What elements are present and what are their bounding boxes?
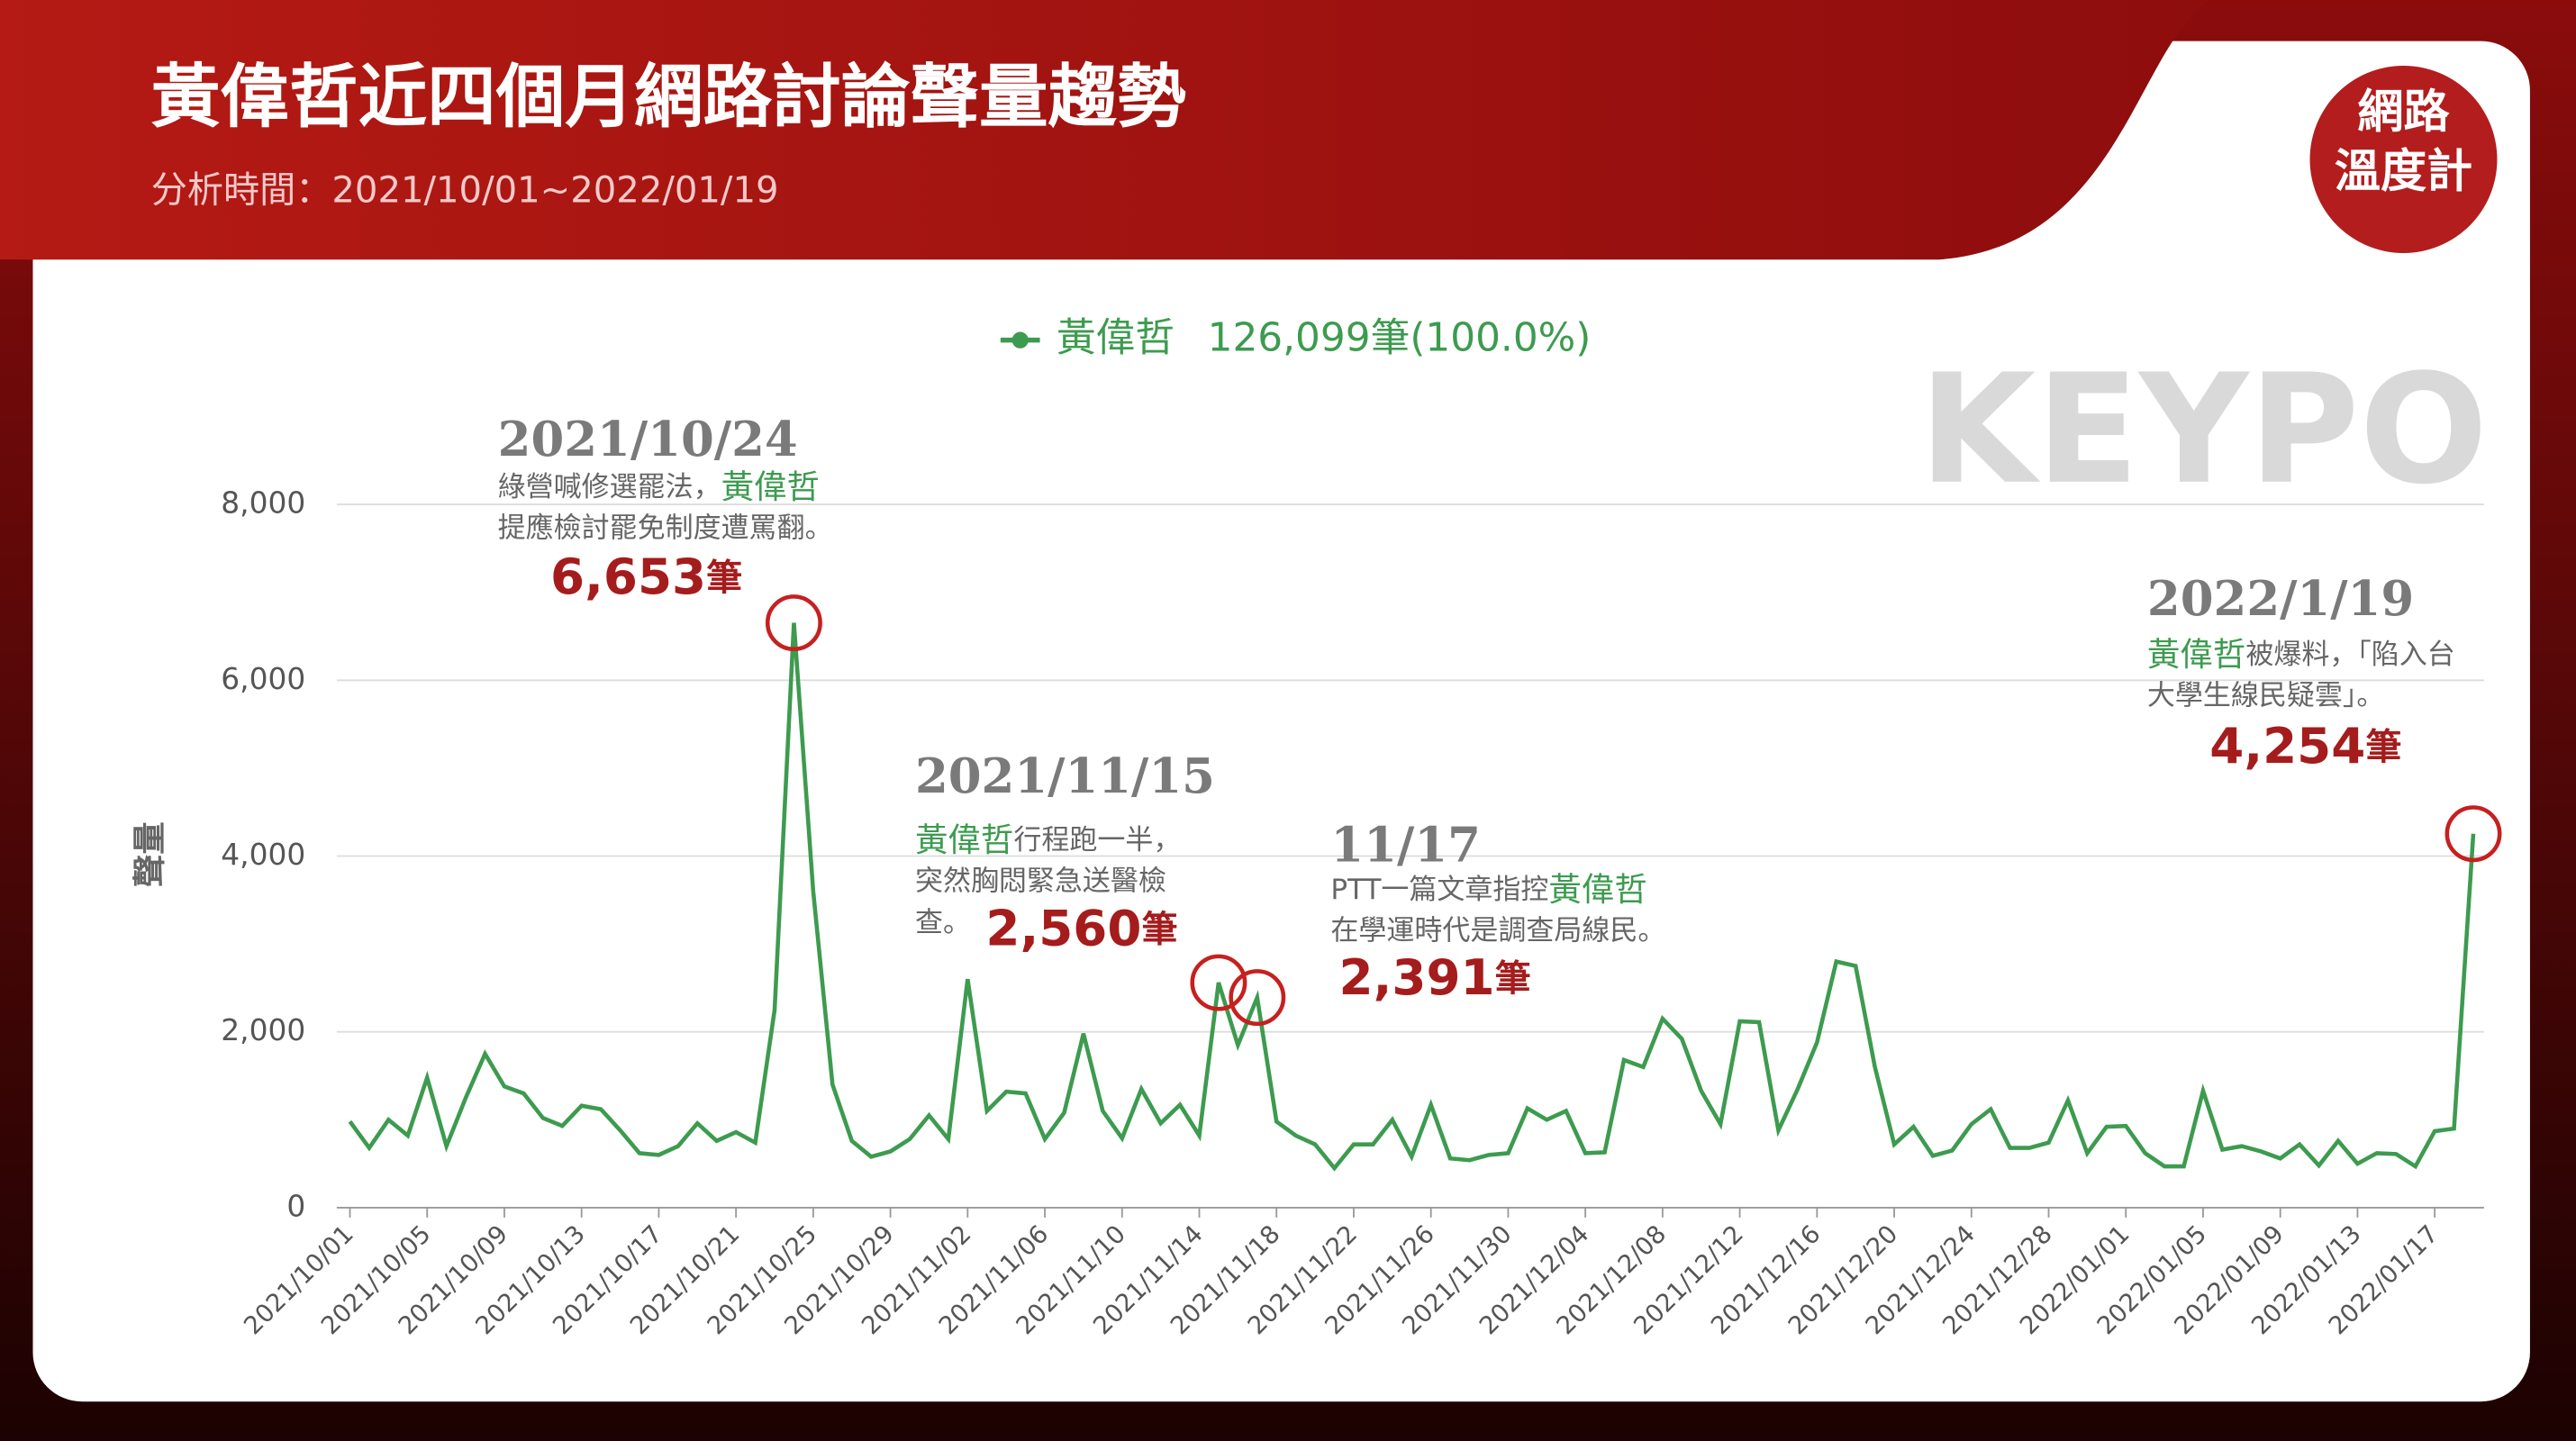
annotation-circle — [1229, 969, 1286, 1027]
annotation-text: 提應檢討罷免制度遭罵翻。 — [498, 512, 833, 544]
annotation-date: 11/17 — [1330, 818, 1481, 874]
annotation-unit: 筆 — [1141, 909, 1177, 950]
annotation-segment: 查。 — [915, 906, 971, 938]
annotation-segment: 在學運時代是調查局線民。 — [1330, 914, 1665, 947]
watermark: KEYPO — [1918, 341, 2488, 518]
annotation-value-label: 2,391 — [1339, 948, 1495, 1006]
annotation-circle — [1190, 954, 1247, 1011]
legend-dot — [1011, 331, 1029, 349]
annotation-segment: 黃偉哲 — [915, 820, 1013, 859]
annotation-segment: 黃偉哲 — [721, 467, 820, 505]
data-line — [348, 622, 2476, 1172]
annotation-text: 查。 — [915, 906, 971, 938]
annotation-segment: 被爆料，「陷入台 — [2245, 638, 2454, 670]
annotation-segment: 行程跑一半， — [1013, 824, 1181, 856]
y-tick-label: 8,000 — [221, 486, 305, 521]
annotation-date: 2021/11/15 — [915, 748, 1215, 804]
annotation-text: 大學生線民疑雲」。 — [2147, 679, 2384, 711]
annotation-segment: 提應檢討罷免制度遭罵翻。 — [498, 512, 833, 544]
annotation-value: 2,391筆 — [1339, 948, 1531, 1006]
annotation-text: 突然胸悶緊急送醫檢 — [915, 865, 1166, 897]
annotation-date: 2022/1/19 — [2147, 571, 2414, 627]
annotation-unit: 筆 — [706, 557, 742, 599]
annotation-segment: 綠營喊修選罷法， — [498, 470, 721, 503]
annotation-value-label: 2,560 — [985, 900, 1141, 957]
annotation-segment: PTT一篇文章指控 — [1330, 873, 1548, 905]
logo — [2309, 65, 2498, 253]
annotation-text: 綠營喊修選罷法，黃偉哲 — [498, 467, 820, 505]
annotation-value: 4,254筆 — [2209, 717, 2401, 775]
panel — [32, 41, 2530, 1402]
logo-text: 網路 — [2357, 86, 2450, 140]
annotation-value: 2,560筆 — [985, 900, 1177, 957]
title: 黃偉哲近四個月網路討論聲量趨勢 — [151, 58, 1186, 138]
y-axis-label: 聲量 — [130, 821, 168, 887]
annotation-segment: 黃偉哲 — [2147, 634, 2245, 673]
annotation-circle — [2444, 805, 2502, 863]
annotation-text: PTT一篇文章指控黃偉哲 — [1330, 869, 1646, 908]
header-band — [0, 0, 2210, 260]
y-tick-label: 6,000 — [221, 662, 305, 696]
annotation-circle — [765, 594, 822, 652]
annotation-value-label: 4,254 — [2209, 717, 2365, 775]
y-tick-label: 4,000 — [221, 838, 305, 872]
y-tick-label: 0 — [286, 1189, 305, 1223]
annotation-value-label: 6,653 — [550, 548, 706, 605]
subtitle: 分析時間：2021/10/01~2022/01/19 — [151, 169, 779, 211]
annotation-unit: 筆 — [2365, 727, 2401, 768]
annotation-text: 黃偉哲行程跑一半， — [915, 820, 1181, 859]
annotation-segment: 大學生線民疑雲」。 — [2147, 679, 2384, 711]
legend-label: 黃偉哲 — [1057, 315, 1175, 361]
y-tick-label: 2,000 — [221, 1013, 305, 1047]
annotation-text: 黃偉哲被爆料，「陷入台 — [2147, 634, 2455, 673]
legend-total: 126,099筆(100.0%) — [1208, 315, 1592, 361]
logo-text: 溫度計 — [2335, 145, 2472, 198]
annotation-date: 2021/10/24 — [498, 412, 798, 467]
annotation-unit: 筆 — [1495, 958, 1531, 1000]
annotation-value: 6,653筆 — [550, 548, 742, 605]
annotation-segment: 黃偉哲 — [1548, 869, 1646, 908]
annotation-text: 在學運時代是調查局線民。 — [1330, 914, 1665, 947]
annotation-segment: 突然胸悶緊急送醫檢 — [915, 865, 1166, 897]
